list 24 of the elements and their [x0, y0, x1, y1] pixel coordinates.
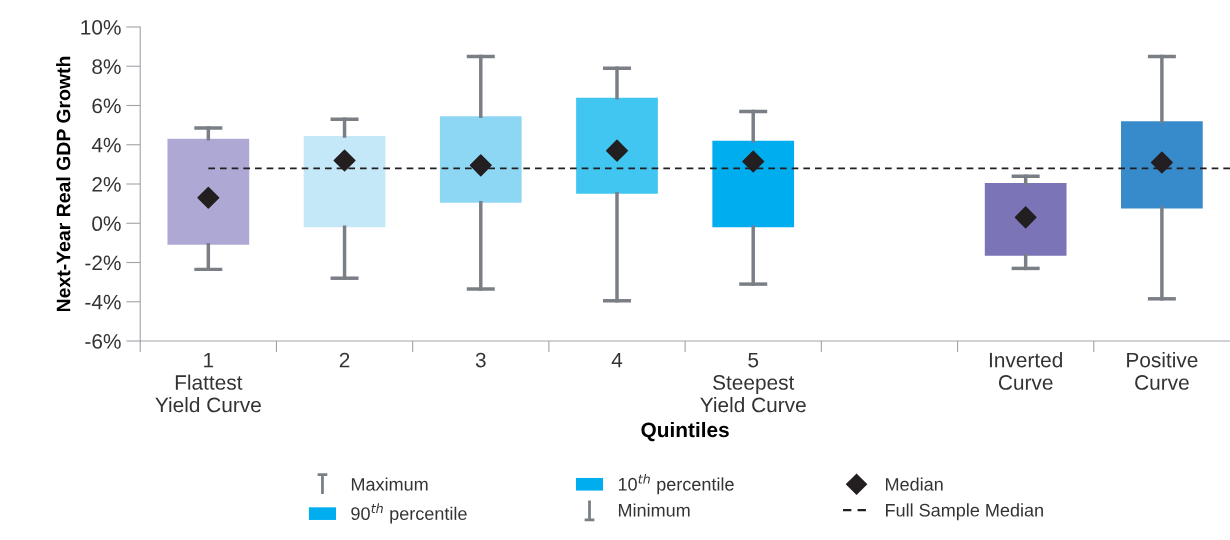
text: Median	[886, 477, 943, 491]
x-tick-label: 3	[475, 352, 486, 368]
y-tick-label: 10%	[81, 20, 121, 35]
y-tick-label: -6%	[85, 334, 121, 349]
y-tick-label: 4%	[91, 137, 121, 153]
x-tick-label: 5 Steepest Yield Curve	[700, 352, 806, 413]
x-tick-label: 4	[611, 352, 623, 368]
x-tick-label: 2	[339, 352, 350, 368]
y-tick-label: -2%	[85, 255, 121, 271]
y-tick-label: -4%	[85, 294, 121, 310]
text: 90$^{th}$ percentile	[351, 503, 467, 524]
legend-label: Full Sample Median	[886, 503, 1043, 521]
x-tick-label: 1 Flattest Yield Curve	[155, 352, 261, 413]
x-tick-label: Inverted Curve	[989, 352, 1062, 390]
text: Maximum	[351, 477, 428, 491]
x-tick-label: Positive Curve	[1127, 352, 1198, 390]
text: 10$^{th}$ percentile	[618, 473, 734, 495]
y-tick-label: 0%	[92, 216, 121, 232]
x-axis-title: Quintiles	[641, 421, 729, 442]
y-tick-label: 8%	[92, 59, 121, 75]
y-tick-label: 2%	[92, 177, 121, 192]
text: Minimum	[618, 503, 690, 517]
y-tick-label: 6%	[92, 98, 121, 114]
y-axis-title: Next-Year Real GDP Growth	[56, 56, 71, 312]
